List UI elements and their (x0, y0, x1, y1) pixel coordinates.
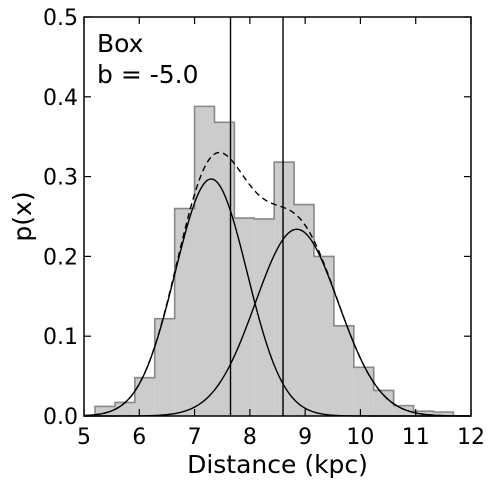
vertical-markers (229, 17, 284, 416)
annotation-latitude: b = -5.0 (97, 60, 199, 89)
histogram-bar (95, 406, 115, 416)
y-tick-label: 0.3 (43, 166, 78, 191)
histogram-bar (294, 204, 314, 416)
y-axis-label: p(x) (8, 191, 37, 241)
x-tick-label: 10 (346, 425, 374, 450)
histogram-bars (94, 105, 455, 416)
annotation-region: Box (97, 29, 143, 58)
x-tick-label: 7 (188, 425, 202, 450)
histogram-bar (194, 106, 215, 416)
histogram-bar (214, 122, 235, 416)
x-axis-label: Distance (kpc) (187, 450, 368, 479)
x-tick-label: 11 (402, 425, 430, 450)
histogram-bar (234, 218, 255, 416)
histogram-bar (373, 390, 394, 416)
x-tick-label: 5 (77, 425, 91, 450)
y-tick-labels: 0.0 0.1 0.2 0.3 0.4 0.5 (43, 6, 78, 430)
y-tick-label: 0.1 (43, 325, 78, 350)
histogram-bar (353, 367, 374, 416)
histogram-bar (254, 218, 275, 416)
histogram-bar (393, 405, 414, 416)
histogram-bar (114, 402, 135, 416)
y-tick-label: 0.2 (43, 245, 78, 270)
x-tick-label: 6 (132, 425, 146, 450)
y-tick-label: 0.0 (43, 405, 78, 430)
x-tick-label: 9 (298, 425, 312, 450)
histogram-bar (313, 256, 334, 416)
histogram-bar (433, 412, 454, 416)
x-tick-labels: 5 6 7 8 9 10 11 12 (77, 425, 485, 450)
y-tick-label: 0.5 (43, 6, 78, 31)
histogram-bar (174, 208, 195, 416)
x-tick-label: 8 (243, 425, 257, 450)
histogram-bar (274, 162, 295, 416)
y-tick-label: 0.4 (43, 86, 78, 111)
histogram-bar (134, 377, 155, 416)
histogram-bar (154, 318, 175, 416)
histogram-bar (333, 325, 354, 416)
plot-frame (83, 16, 472, 417)
x-tick-label: 12 (457, 425, 485, 450)
